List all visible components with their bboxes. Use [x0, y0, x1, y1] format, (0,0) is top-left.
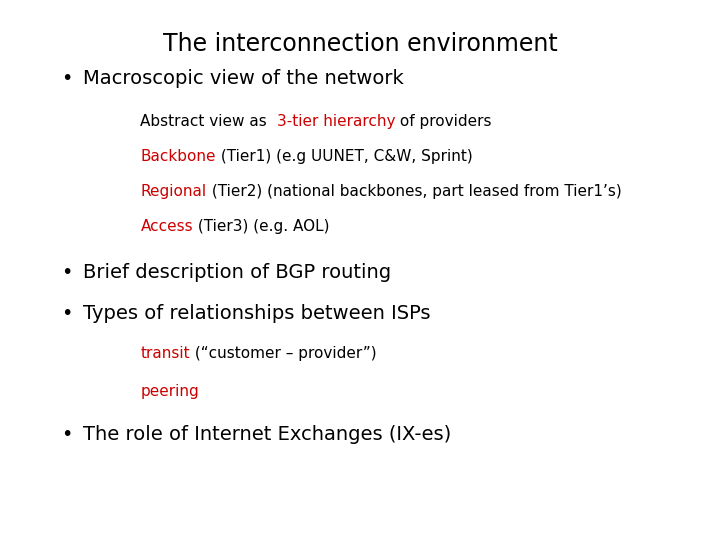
Text: •: • [61, 303, 73, 323]
Text: (Tier3) (e.g. AOL): (Tier3) (e.g. AOL) [193, 219, 330, 234]
Text: transit: transit [140, 346, 190, 361]
Text: Brief description of BGP routing: Brief description of BGP routing [83, 263, 391, 282]
Text: •: • [61, 263, 73, 282]
Text: (Tier2) (national backbones, part leased from Tier1’s): (Tier2) (national backbones, part leased… [207, 184, 621, 199]
Text: Regional: Regional [140, 184, 207, 199]
Text: Abstract view as: Abstract view as [140, 114, 277, 129]
Text: Backbone: Backbone [140, 149, 216, 164]
Text: Macroscopic view of the network: Macroscopic view of the network [83, 69, 403, 88]
Text: peering: peering [140, 384, 199, 399]
Text: of providers: of providers [395, 114, 492, 129]
Text: The role of Internet Exchanges (IX-es): The role of Internet Exchanges (IX-es) [83, 425, 451, 444]
Text: 3-tier hierarchy: 3-tier hierarchy [277, 114, 395, 129]
Text: The interconnection environment: The interconnection environment [163, 32, 557, 56]
Text: Types of relationships between ISPs: Types of relationships between ISPs [83, 303, 431, 323]
Text: (“customer – provider”): (“customer – provider”) [190, 346, 377, 361]
Text: Access: Access [140, 219, 193, 234]
Text: •: • [61, 69, 73, 88]
Text: (Tier1) (e.g UUNET, C&W, Sprint): (Tier1) (e.g UUNET, C&W, Sprint) [216, 149, 472, 164]
Text: •: • [61, 425, 73, 444]
